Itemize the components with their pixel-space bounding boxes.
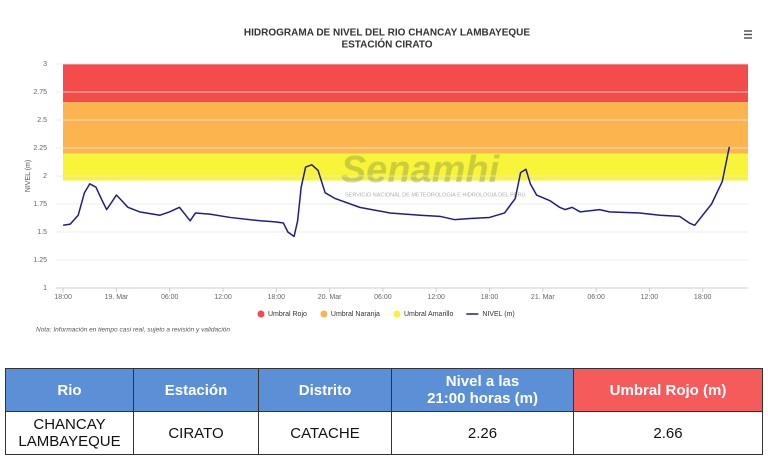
legend-label: NIVEL (m) — [482, 311, 514, 318]
header-row: Rio Estación Distrito Nivel a las 21:00 … — [5, 368, 763, 412]
cell: CIRATO — [133, 411, 259, 455]
legend-label: Umbral Amarillo — [404, 311, 454, 318]
chart-title: HIDROGRAMA DE NIVEL DEL RIO CHANCAY LAMB… — [244, 28, 530, 39]
x-tick-label: 18:00 — [481, 294, 499, 301]
cell: 2.66 — [573, 411, 763, 455]
header-cell: Rio — [5, 368, 134, 412]
x-tick-label: 06:00 — [374, 294, 392, 301]
x-tick-label: 20. Mar — [318, 294, 342, 301]
cell: CHANCAY LAMBAYEQUE — [5, 411, 134, 455]
threshold-band — [63, 102, 748, 154]
cell: 2.26 — [391, 411, 574, 455]
legend-marker — [257, 310, 265, 318]
y-tick-label: 2.75 — [33, 89, 47, 96]
x-tick-label: 06:00 — [587, 294, 605, 301]
header-cell: Estación — [133, 368, 259, 412]
chart: HIDROGRAMA DE NIVEL DEL RIO CHANCAY LAMB… — [25, 28, 752, 334]
y-tick-label: 1.75 — [33, 201, 47, 208]
y-tick-label: 3 — [43, 61, 47, 68]
y-tick-label: 1.5 — [37, 229, 47, 236]
x-tick-label: 18:00 — [54, 294, 72, 301]
menu-icon[interactable] — [744, 30, 752, 39]
data-row: CHANCAY LAMBAYEQUE CIRATO CATACHE 2.26 2… — [5, 411, 763, 455]
legend-label: Umbral Rojo — [268, 311, 307, 318]
header-cell: Nivel a las 21:00 horas (m) — [391, 368, 574, 412]
legend-marker — [393, 310, 401, 318]
x-tick-label: 21. Mar — [531, 294, 555, 301]
x-tick-label: 12:00 — [427, 294, 445, 301]
x-tick-label: 12:00 — [214, 294, 232, 301]
y-tick-label: 1.25 — [33, 257, 47, 264]
x-tick-label: 18:00 — [694, 294, 712, 301]
y-tick-label: 1 — [43, 285, 47, 292]
y-axis-label: NIVEL (m) — [25, 160, 32, 192]
y-tick-label: 2.25 — [33, 145, 47, 152]
x-tick-label: 12:00 — [641, 294, 659, 301]
header-cell: Umbral Rojo (m) — [573, 368, 763, 412]
x-tick-label: 19. Mar — [105, 294, 129, 301]
threshold-band — [63, 64, 748, 103]
summary-table: Rio Estación Distrito Nivel a las 21:00 … — [5, 368, 763, 455]
cell: CATACHE — [258, 411, 392, 455]
x-tick-label: 06:00 — [161, 294, 179, 301]
watermark: Senamhi — [341, 149, 501, 191]
level-line — [62, 146, 731, 238]
legend-marker — [320, 310, 328, 318]
watermark-subtitle: SERVICIO NACIONAL DE METEOROLOGÍA E HIDR… — [345, 191, 525, 198]
legend-label: Umbral Naranja — [331, 311, 380, 318]
note: Nota: Información en tiempo casi real, s… — [36, 327, 230, 334]
y-tick-label: 2.5 — [37, 117, 47, 124]
y-tick-label: 2 — [43, 173, 47, 180]
header-cell: Distrito — [258, 368, 392, 412]
chart-subtitle: ESTACIÓN CIRATO — [341, 38, 432, 51]
x-tick-label: 18:00 — [268, 294, 286, 301]
